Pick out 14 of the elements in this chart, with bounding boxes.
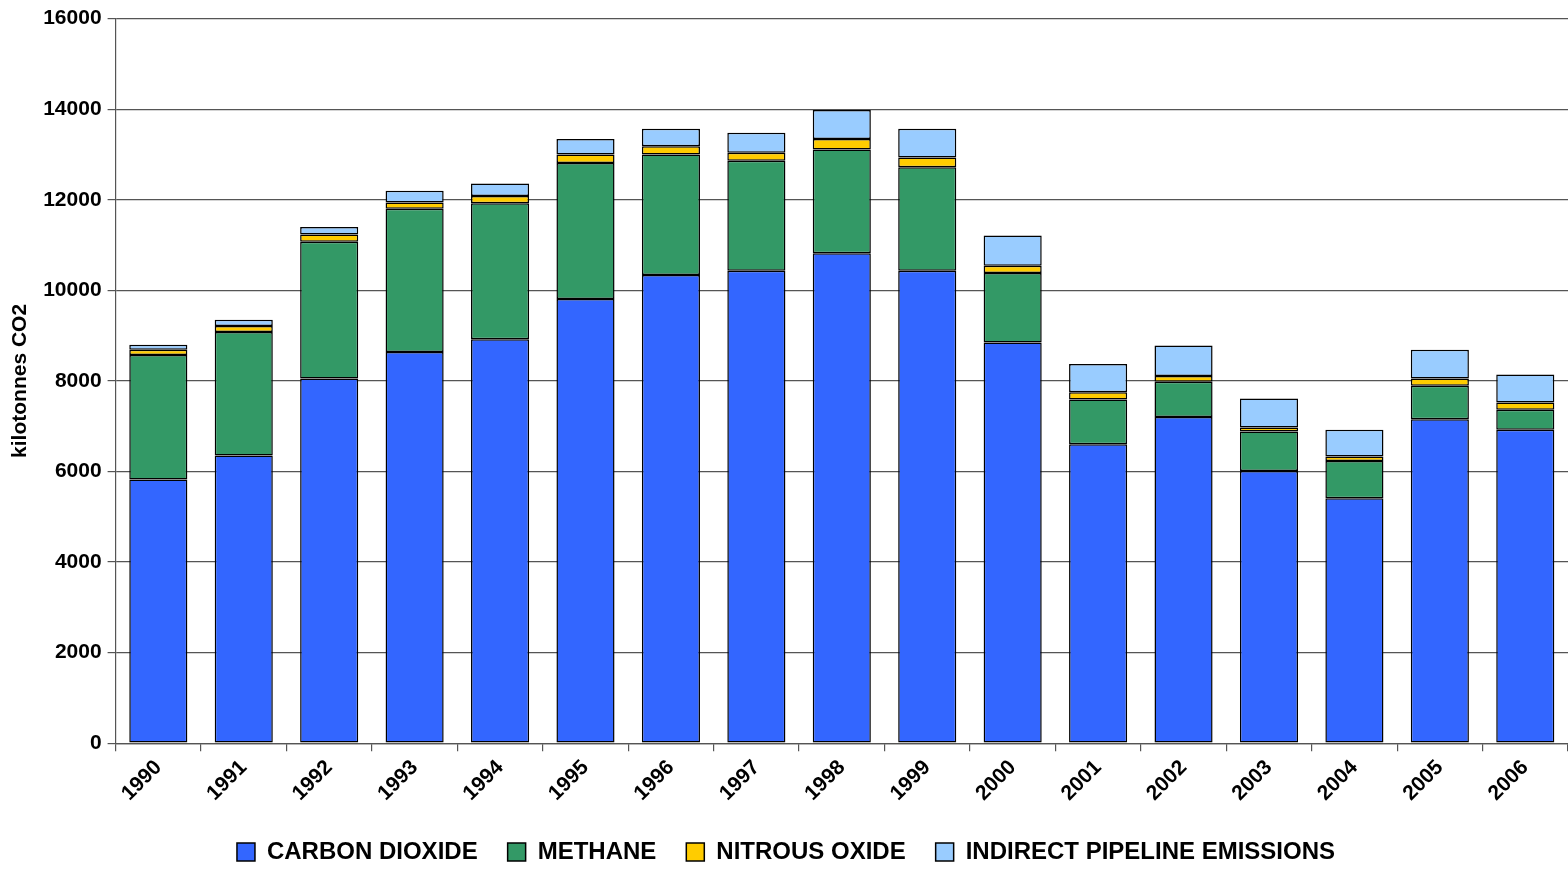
y-axis-title: kilotonnes CO2: [7, 303, 31, 458]
y-tick-label: 12000: [43, 186, 102, 210]
legend-label: METHANE: [537, 836, 657, 864]
y-tick-label: 10000: [43, 277, 102, 301]
legend-label: INDIRECT PIPELINE EMISSIONS: [965, 836, 1336, 864]
y-tick-label: 0: [89, 729, 102, 753]
y-tick-label: 6000: [54, 458, 102, 482]
legend-label: CARBON DIOXIDE: [266, 836, 478, 864]
y-tick-label: 4000: [54, 548, 102, 572]
y-tick-label: 16000: [43, 5, 102, 29]
y-tick-label: 14000: [43, 95, 102, 119]
y-tick-label: 8000: [54, 367, 102, 391]
legend-label: NITROUS OXIDE: [716, 836, 906, 864]
y-tick-label: 2000: [54, 639, 102, 663]
